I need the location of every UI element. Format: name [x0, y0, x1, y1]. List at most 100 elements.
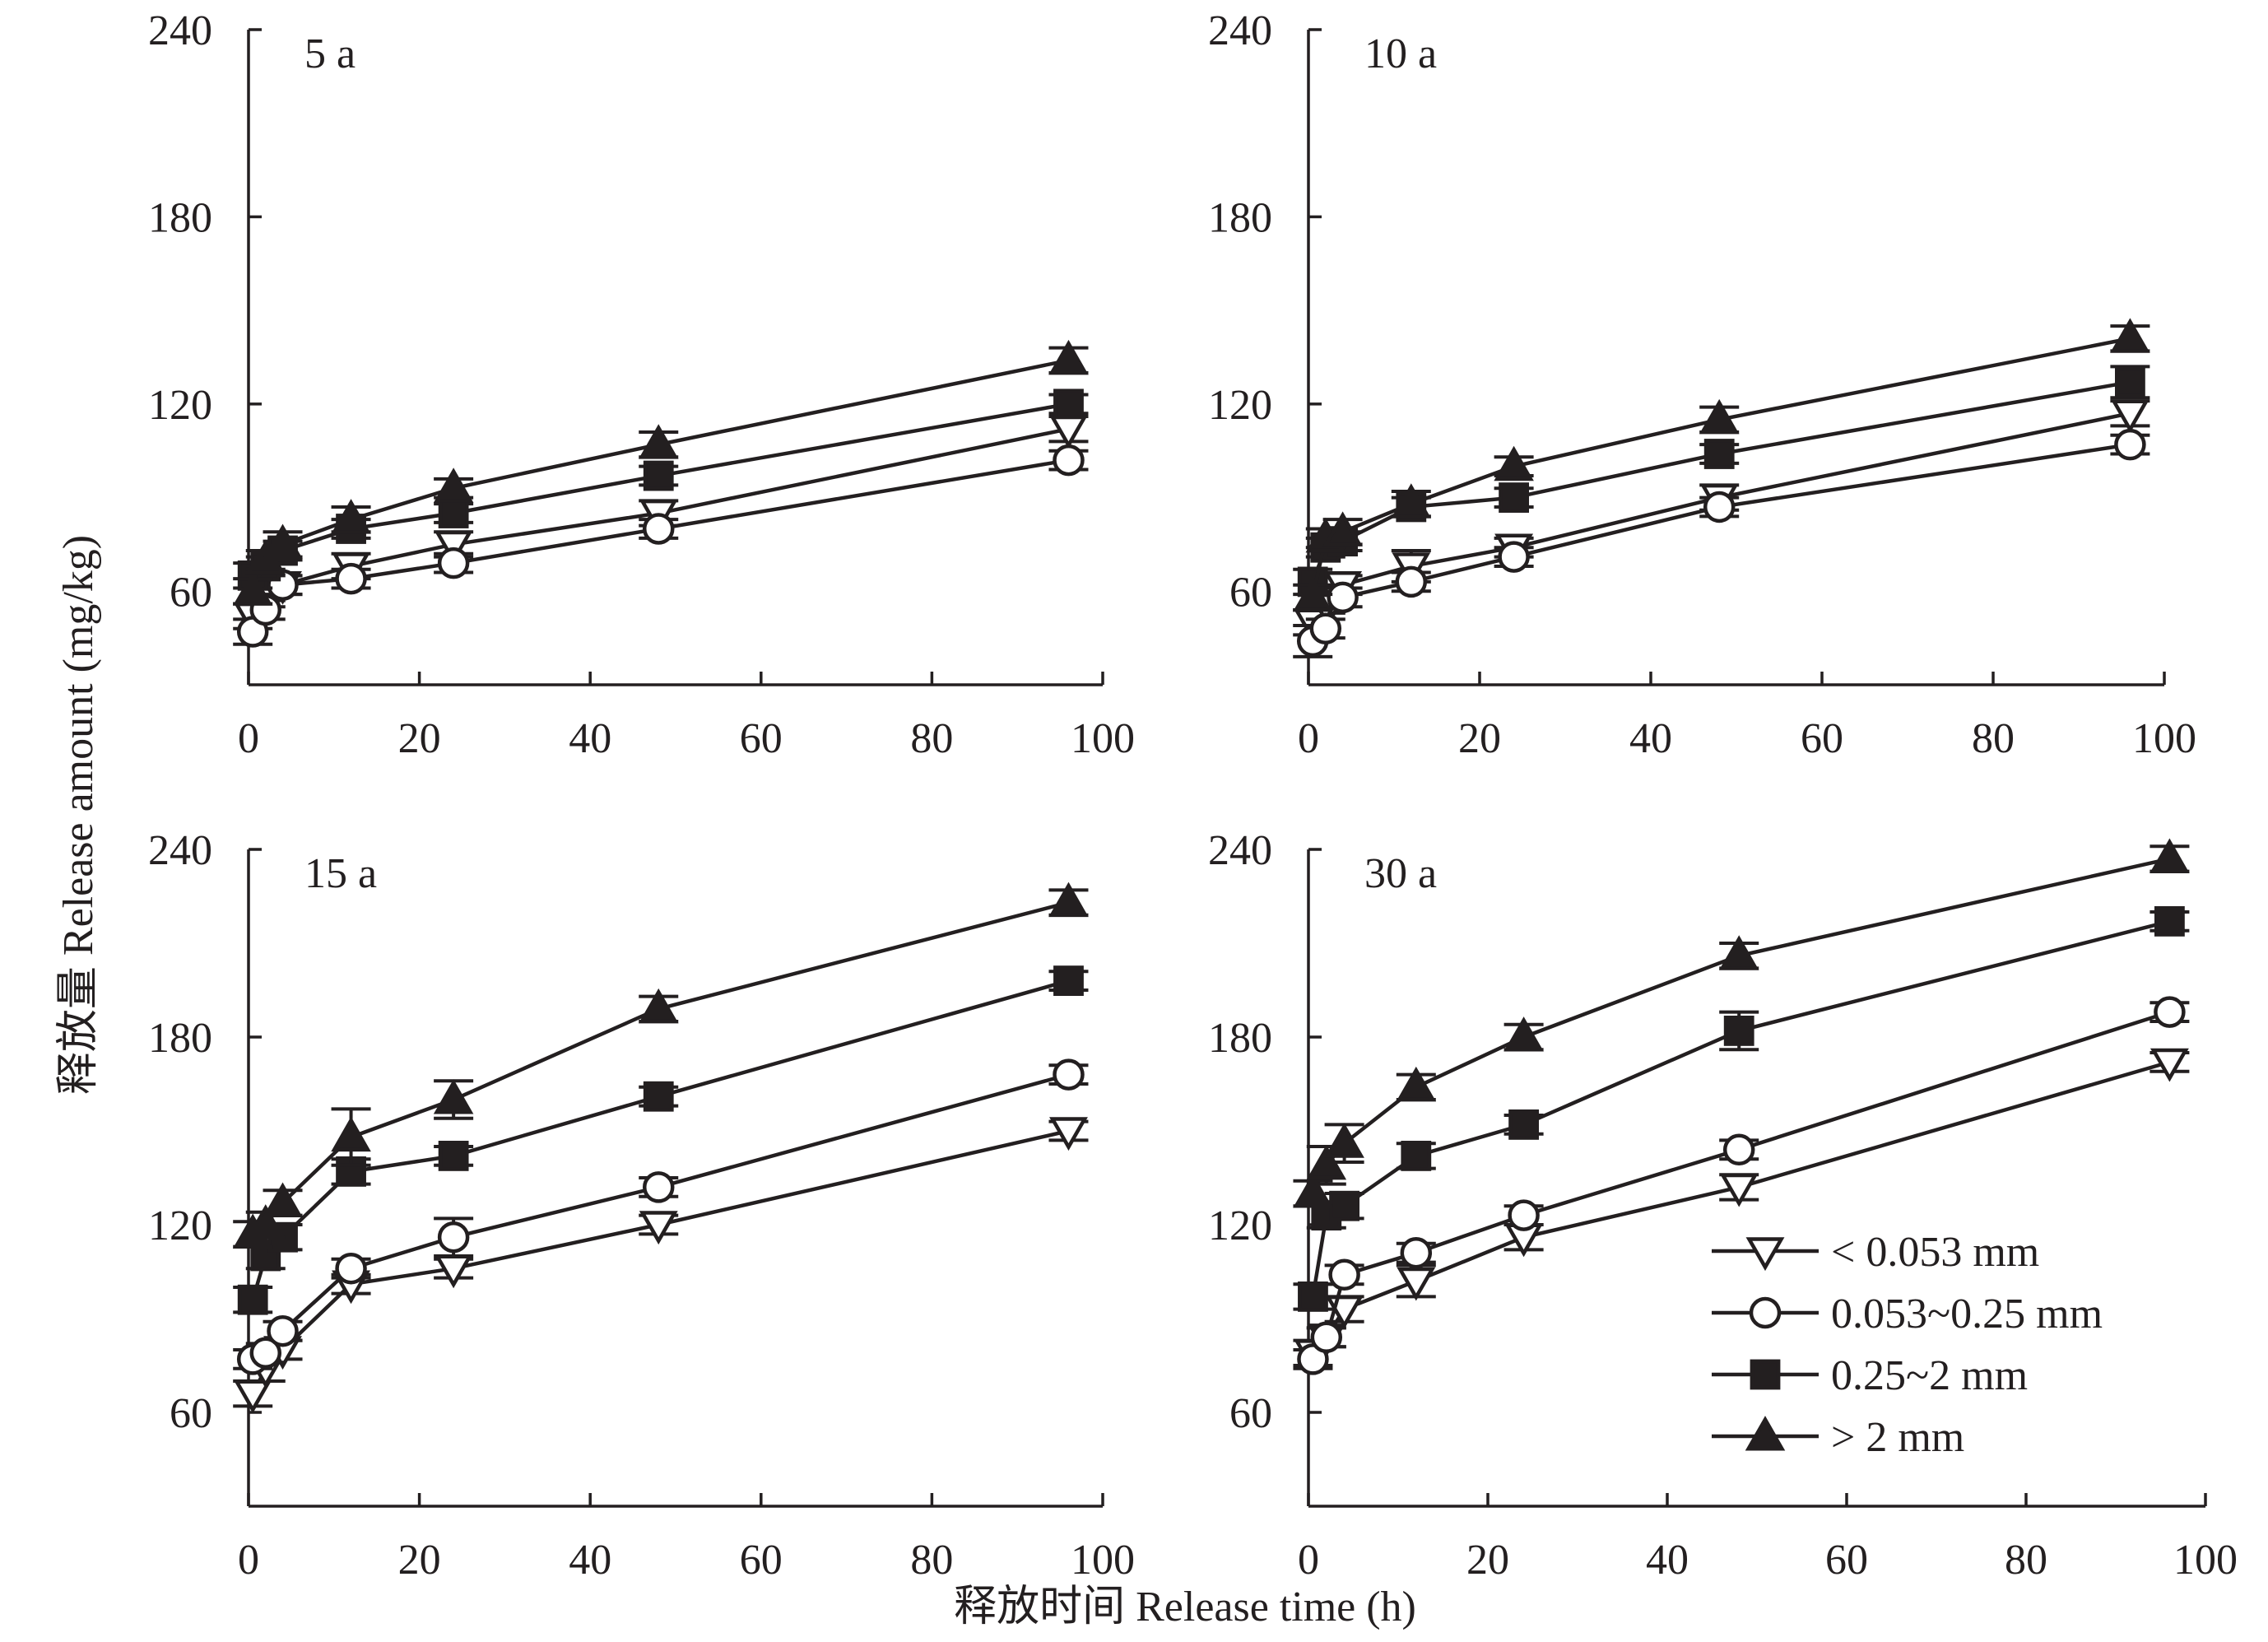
legend: < 0.053 mm 0.053~0.25 mm 0.25~2 mm > 2 mm: [1712, 1229, 2103, 1461]
panel-3: 60 120 180 240 0 20 40 60 80 100 15 a: [148, 827, 1135, 1584]
x-tick-label: 40: [1629, 715, 1672, 762]
panel-label: 5 a: [304, 30, 356, 77]
x-tick-label: 0: [1298, 1537, 1319, 1584]
y-tick-label: 180: [1208, 1015, 1272, 1062]
y-tick-label: 240: [148, 7, 212, 54]
y-tick-label: 180: [148, 1015, 212, 1062]
data-point: [1328, 1258, 1360, 1291]
data-point: [437, 1221, 470, 1254]
series: [232, 339, 1089, 606]
x-tick-label: 100: [1071, 715, 1135, 762]
data-point: [1703, 491, 1736, 523]
data-point: [1703, 439, 1735, 469]
data-point: [1499, 482, 1529, 513]
data-point: [1395, 565, 1428, 598]
data-point: [1400, 1236, 1433, 1269]
data-point: [335, 562, 367, 595]
series-line: [1311, 919, 2170, 1297]
data-point: [1306, 1144, 1347, 1180]
data-point: [1391, 483, 1432, 519]
data-point: [1397, 1267, 1436, 1301]
data-point: [1053, 444, 1085, 477]
series-line: [251, 979, 1070, 1300]
data-point: [2115, 366, 2145, 398]
panel-label: 10 a: [1364, 30, 1437, 77]
data-point: [434, 530, 473, 565]
x-tick-label: 40: [569, 1537, 611, 1584]
data-point: [1048, 881, 1089, 918]
x-tick-label: 60: [1801, 715, 1843, 762]
y-tick-label: 240: [1208, 7, 1272, 54]
legend-marker: [1745, 1237, 1785, 1272]
legend-label: > 2 mm: [1831, 1414, 1964, 1461]
data-point: [438, 1141, 469, 1171]
data-point: [438, 498, 469, 528]
data-point: [1293, 1173, 1333, 1208]
y-tick-label: 240: [148, 827, 212, 874]
data-point: [237, 1284, 268, 1315]
x-tick-label: 100: [2173, 1537, 2238, 1584]
x-tick-label: 100: [2132, 715, 2196, 762]
panel-label: 30 a: [1364, 850, 1437, 897]
x-tick-label: 80: [1972, 715, 2015, 762]
data-point: [639, 1211, 678, 1245]
data-point: [1329, 1190, 1359, 1221]
data-point: [1498, 541, 1530, 573]
y-tick-label: 120: [148, 1202, 212, 1249]
y-tick-label: 180: [1208, 194, 1272, 241]
legend-marker: [1745, 1416, 1786, 1451]
y-tick-label: 120: [148, 382, 212, 429]
panel-2: 60 120 180 240 0 20 40 60 80 100 10 a: [1208, 7, 2196, 762]
data-point: [1723, 1016, 1754, 1046]
data-point: [331, 1116, 371, 1152]
data-point: [1508, 1199, 1540, 1231]
data-point: [263, 523, 303, 559]
x-tick-label: 100: [1071, 1537, 1135, 1584]
series-line: [1311, 442, 2131, 643]
series: [1293, 996, 2190, 1375]
x-tick-label: 20: [1458, 715, 1501, 762]
x-tick-label: 0: [238, 715, 259, 762]
data-point: [642, 513, 675, 545]
legend-item: > 2 mm: [1712, 1414, 1964, 1461]
data-point: [1494, 445, 1534, 481]
data-point: [437, 547, 470, 579]
series: [1293, 838, 2190, 1208]
data-point: [2154, 906, 2185, 937]
legend-item: 0.053~0.25 mm: [1712, 1291, 2103, 1337]
series: [232, 881, 1089, 1249]
data-point: [1053, 965, 1084, 996]
data-point: [233, 1379, 272, 1414]
series: [1292, 318, 2150, 612]
y-tick-label: 120: [1208, 382, 1272, 429]
x-tick-label: 40: [569, 715, 611, 762]
legend-label: 0.25~2 mm: [1831, 1352, 2028, 1399]
data-point: [249, 1337, 282, 1370]
legend-marker: [1749, 1296, 1782, 1329]
data-point: [335, 1252, 367, 1285]
panel-4: 60 120 180 240 0 20 40 60 80 100 30 a: [1208, 827, 2238, 1584]
data-point: [1310, 1321, 1343, 1354]
data-point: [2110, 399, 2149, 434]
x-tick-label: 60: [740, 715, 783, 762]
data-point: [638, 424, 679, 459]
x-tick-label: 0: [238, 1537, 259, 1584]
legend-marker: [1750, 1359, 1781, 1390]
data-point: [433, 467, 474, 503]
x-tick-label: 80: [910, 1537, 953, 1584]
series: [233, 965, 1089, 1315]
data-point: [1297, 566, 1328, 598]
data-point: [1053, 388, 1084, 420]
data-point: [1048, 339, 1089, 375]
data-point: [245, 1204, 286, 1240]
y-tick-label: 120: [1208, 1202, 1272, 1249]
y-axis-title: 释放量 Release amount (mg/kg): [55, 535, 102, 1095]
x-tick-label: 20: [398, 715, 441, 762]
data-point: [263, 1182, 303, 1217]
data-point: [1309, 612, 1342, 645]
y-tick-label: 240: [1208, 827, 1272, 874]
series: [233, 444, 1089, 648]
data-point: [1508, 1109, 1539, 1140]
data-point: [1719, 1173, 1759, 1207]
